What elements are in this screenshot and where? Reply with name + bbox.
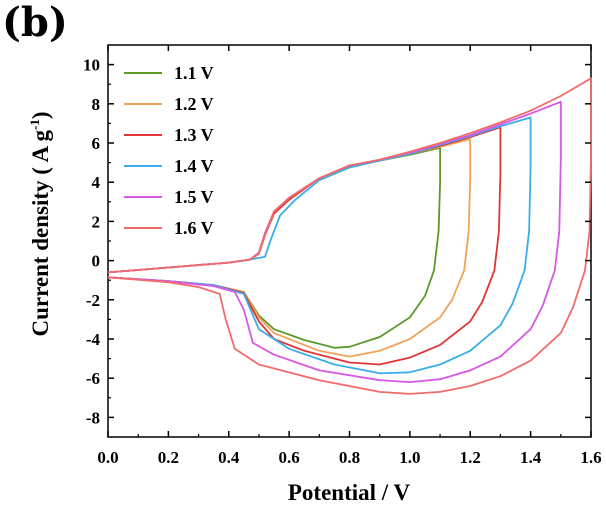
- legend-label: 1.6 V: [174, 218, 214, 238]
- y-axis-title-close: ): [28, 111, 53, 119]
- y-tick-label: 8: [92, 95, 101, 114]
- x-tick-label: 1.4: [520, 448, 542, 467]
- x-tick-label: 0.6: [279, 448, 300, 467]
- legend-label: 1.2 V: [174, 94, 214, 114]
- y-tick-label: -4: [86, 330, 101, 349]
- panel-label: (b): [2, 0, 68, 46]
- y-tick-label: 0: [92, 252, 101, 271]
- y-tick-label: -2: [86, 291, 100, 310]
- y-tick-label: 10: [83, 56, 100, 75]
- legend: 1.1 V 1.2 V 1.3 V 1.4 V 1.5 V 1.6 V: [124, 63, 214, 238]
- x-tick-label: 0.2: [158, 448, 179, 467]
- cv-curve-14: [107, 116, 532, 375]
- legend-label: 1.4 V: [174, 156, 214, 176]
- cv-curves: [107, 77, 592, 395]
- axes: 0.0 0.2 0.4 0.6 0.8 1.0 1.2 1.4 1.6 -8 -6 -4 -2 0 2 4 6 8…: [83, 45, 602, 467]
- cv-curve-12: [107, 138, 472, 358]
- y-axis-title: Current density ( A g-1): [27, 111, 53, 336]
- cv-curve-13: [107, 126, 502, 366]
- x-tick-label: 1.2: [460, 448, 481, 467]
- y-tick-label: 4: [92, 173, 101, 192]
- x-axis-title: Potential / V: [288, 480, 411, 505]
- x-tick-label: 0.0: [97, 448, 118, 467]
- legend-label: 1.3 V: [174, 125, 214, 145]
- cv-curve-11: [107, 147, 441, 349]
- x-tick-label: 1.6: [580, 448, 601, 467]
- x-tick-label: 1.0: [399, 448, 420, 467]
- cv-curve-16: [107, 77, 592, 395]
- x-tick-label: 0.8: [339, 448, 360, 467]
- legend-label: 1.5 V: [174, 187, 214, 207]
- y-axis-title-sup: -1: [27, 119, 42, 130]
- y-tick-label: -6: [86, 369, 100, 388]
- legend-label: 1.1 V: [174, 63, 214, 83]
- y-tick-label: 2: [92, 212, 101, 231]
- y-axis-title-main: Current density ( A g: [28, 129, 53, 336]
- x-tick-label: 0.4: [218, 448, 240, 467]
- y-tick-label: -8: [86, 408, 100, 427]
- y-tick-label: 6: [92, 134, 101, 153]
